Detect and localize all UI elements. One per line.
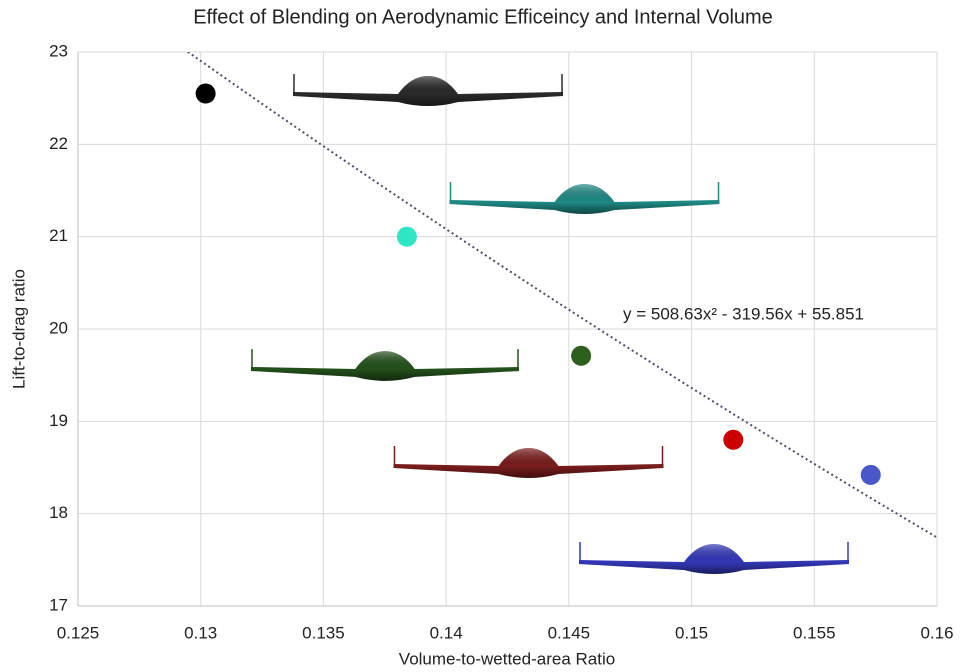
y-tick-label: 19 xyxy=(49,411,68,430)
point xyxy=(571,345,592,366)
y-axis-label: Lift-to-drag ratio xyxy=(9,269,28,389)
plane-illustration xyxy=(251,348,519,382)
y-tick-label: 21 xyxy=(49,226,68,245)
chart-title: Effect of Blending on Aerodynamic Effice… xyxy=(193,6,773,28)
point xyxy=(396,226,417,247)
trendline-label: y = 508.63x² - 319.56x + 55.851 xyxy=(623,304,864,323)
y-tick-label: 23 xyxy=(49,41,68,60)
plane-illustration xyxy=(448,181,721,215)
trendline xyxy=(186,52,937,539)
y-tick-label: 22 xyxy=(49,134,68,153)
point xyxy=(860,464,881,485)
y-tick-label: 17 xyxy=(49,595,68,614)
plane-illustration xyxy=(392,445,665,479)
y-tick-label: 18 xyxy=(49,503,68,522)
x-tick-label: 0.125 xyxy=(57,623,100,642)
illustrations xyxy=(251,73,850,575)
plane-illustration xyxy=(578,541,850,575)
x-tick-label: 0.155 xyxy=(793,623,836,642)
x-axis-label: Volume-to-wetted-area Ratio xyxy=(399,649,615,668)
point xyxy=(723,429,744,450)
plane-illustration xyxy=(292,73,564,107)
x-tick-label: 0.14 xyxy=(430,623,463,642)
x-tick-label: 0.135 xyxy=(302,623,345,642)
x-tick-label: 0.145 xyxy=(548,623,591,642)
x-tick-label: 0.13 xyxy=(184,623,217,642)
grid xyxy=(77,51,938,607)
point xyxy=(195,83,216,104)
y-tick-label: 20 xyxy=(49,318,68,337)
x-tick-label: 0.15 xyxy=(675,623,708,642)
x-tick-label: 0.16 xyxy=(920,623,953,642)
